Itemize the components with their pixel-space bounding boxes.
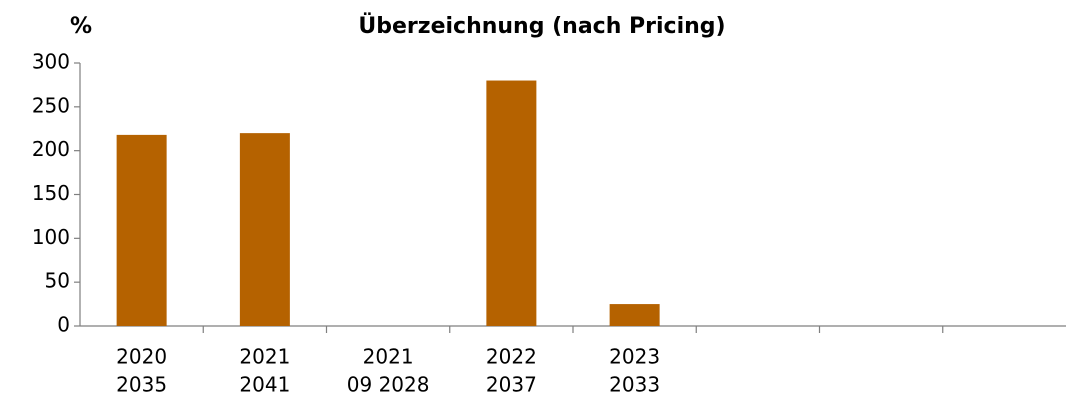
bar [486,80,537,327]
x-tick-label: 2020 [116,345,167,369]
bar [239,133,290,326]
x-tick-label: 2033 [609,373,660,397]
x-tick-label: 09 2028 [347,373,430,397]
y-tick-label: 50 [45,269,70,293]
y-tick-label: 150 [32,181,70,205]
y-tick-label: 100 [32,225,70,249]
x-tick-label: 2023 [609,345,660,369]
x-tick-label: 2021 [363,345,414,369]
chart-title: Überzeichnung (nach Pricing) [358,13,725,39]
y-tick-label: 250 [32,93,70,117]
x-tick-label: 2037 [486,373,537,397]
bar [116,134,167,326]
y-tick-label: 300 [32,50,70,74]
y-tick-label: 0 [57,313,70,337]
x-tick-label: 2041 [239,373,290,397]
y-tick-label: 200 [32,137,70,161]
x-tick-label: 2022 [486,345,537,369]
x-tick-label: 2035 [116,373,167,397]
y-axis-label: % [70,14,92,39]
x-tick-label: 2021 [239,345,290,369]
bar [609,304,660,326]
